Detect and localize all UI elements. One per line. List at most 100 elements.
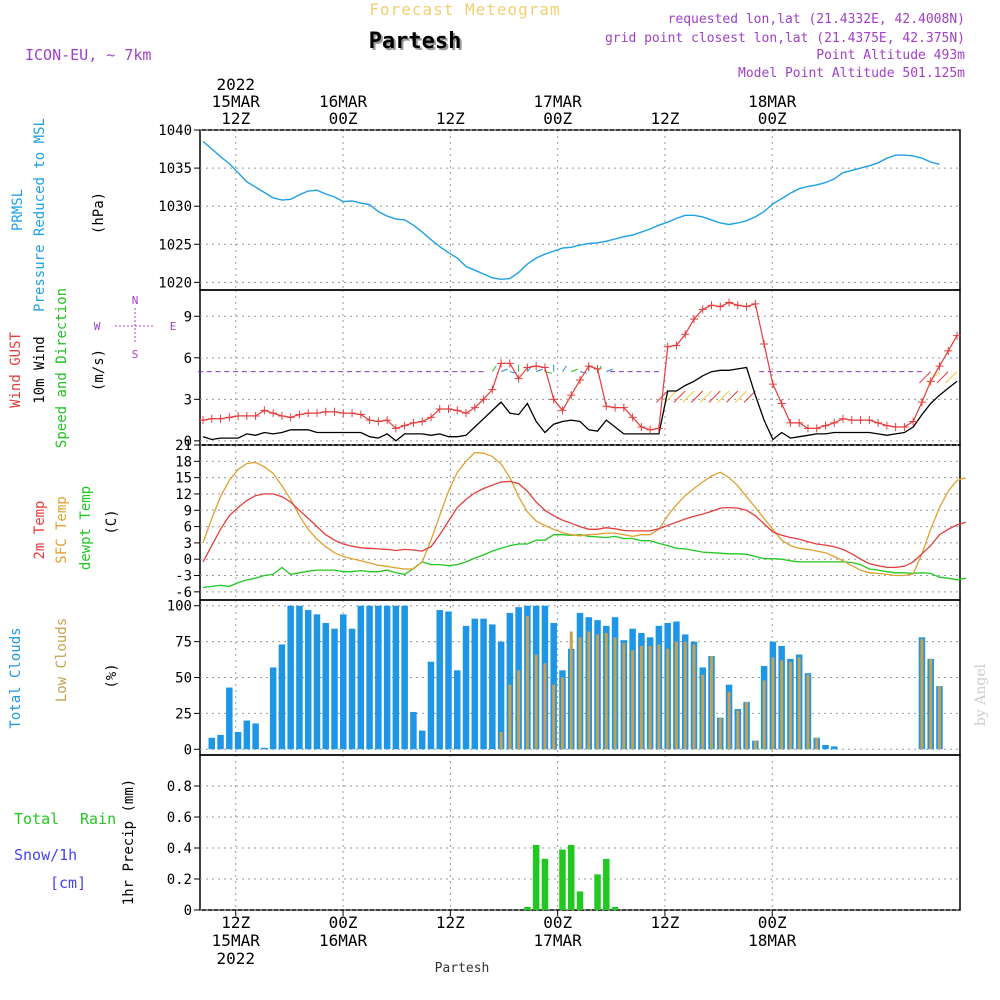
wind-gust-marker [216, 414, 225, 423]
wind-gust-marker [426, 413, 435, 422]
time-label: 15MAR [212, 92, 261, 111]
total-cloud-bar [436, 610, 443, 750]
wind-gust-line [202, 301, 958, 431]
wind-gust-marker [725, 298, 734, 307]
wind-gust-marker [839, 414, 848, 423]
panel-y-title: 1hr Precip (mm) [121, 779, 137, 905]
total-cloud-bar [208, 737, 216, 750]
wind-gust-marker [470, 403, 479, 412]
wind-gust-marker [251, 411, 260, 420]
total-cloud-bar [304, 610, 312, 750]
total-cloud-bar [226, 687, 233, 750]
low-cloud-bar [648, 645, 652, 750]
low-cloud-bar [560, 677, 564, 750]
model-altitude: Model Point Altitude 501.125m [738, 66, 965, 81]
point-altitude: Point Altitude 493m [816, 48, 965, 63]
low-cloud-bar [631, 650, 635, 750]
wind-panel: 0 3 6 9 Wind GUST 10m Wind Speed and Direction… [8, 288, 961, 450]
low-cloud-bar [674, 641, 678, 750]
compass-west: W [94, 320, 101, 333]
wind-gust-marker [523, 363, 532, 372]
time-label: 00Z [758, 913, 787, 932]
low-cloud-bar [604, 633, 608, 750]
rain-bar [524, 906, 531, 910]
wind-gust-marker [286, 413, 295, 422]
y-tick-label: 50 [175, 671, 192, 687]
wind-gust-marker [900, 423, 909, 432]
wind-gust-marker [847, 416, 856, 425]
wind-direction-barb [743, 390, 756, 403]
total-cloud-bar [357, 605, 365, 750]
time-label: 12Z [436, 109, 465, 128]
y-tick-label: 21 [175, 438, 192, 454]
low-cloud-bar [683, 641, 687, 750]
wind-gust-marker [742, 302, 751, 311]
y-tick-label: 6 [184, 351, 192, 367]
wind-direction-barb [664, 390, 677, 403]
wind-gust-marker [295, 410, 304, 419]
panel-label-total: Total [14, 810, 59, 828]
low-cloud-bar [587, 631, 591, 750]
wind-gust-marker [277, 411, 286, 420]
wind-gust-marker [549, 395, 558, 404]
time-label: 12Z [221, 109, 250, 128]
wind-direction-barb [606, 368, 614, 373]
wind-gust-marker [760, 339, 769, 348]
total-cloud-bar [278, 644, 286, 750]
wind-gust-marker [479, 395, 488, 404]
low-cloud-bar [736, 710, 740, 750]
pressure-panel: 1020 1025 1030 1035 1040 PRMSL Pressure Reduce… [10, 118, 961, 312]
total-cloud-bar [418, 730, 426, 750]
forecast-title: Forecast Meteogram [369, 0, 560, 19]
wind-gust-marker [602, 402, 611, 411]
wind-gust-marker [225, 413, 234, 422]
panel-label-low-clouds: Low Clouds [54, 618, 70, 702]
y-tick-label: 0 [184, 903, 192, 919]
watermark: by Angel [973, 663, 989, 726]
total-cloud-bar [234, 732, 242, 750]
total-cloud-bar [497, 641, 505, 750]
total-cloud-bar [261, 747, 268, 750]
y-tick-label: 0.2 [167, 872, 192, 888]
time-label: 16MAR [319, 92, 368, 111]
footer-location: Partesh [435, 961, 490, 976]
y-tick-label: 1035 [158, 161, 192, 177]
wind-direction-barb [691, 390, 704, 403]
wind-gust-marker [269, 409, 278, 418]
wind-gust-marker [698, 305, 707, 314]
panel-label-sfc-temp: SFC Temp [54, 496, 70, 563]
rain-bar [603, 858, 610, 910]
wind-gust-marker [628, 413, 637, 422]
wind-gust-marker [821, 421, 830, 430]
total-cloud-bar [445, 611, 452, 750]
y-tick-label: 3 [184, 536, 192, 552]
wind-gust-marker [874, 418, 883, 427]
wind-direction-barb [579, 371, 587, 374]
wind-gust-marker [689, 315, 698, 324]
wind-direction-barb [491, 365, 497, 372]
wind-gust-marker [488, 385, 497, 394]
clouds-panel: 0 25 50 75 100 Total Clouds Low Clouds (%) [8, 599, 961, 758]
wind-gust-marker [663, 342, 672, 351]
wind-gust-marker [646, 425, 655, 434]
y-tick-label: 9 [184, 309, 192, 325]
total-cloud-bar [410, 711, 417, 750]
total-cloud-bar [383, 605, 391, 750]
rain-bar [594, 874, 601, 910]
wind-gust-marker [795, 418, 804, 427]
low-cloud-bar [517, 670, 521, 750]
wind-gust-marker [418, 417, 427, 426]
panel-label-dewpt: dewpt Temp [78, 486, 94, 570]
low-cloud-bar [710, 655, 714, 750]
wind-gust-marker [505, 359, 514, 368]
total-cloud-bar [269, 667, 277, 750]
low-cloud-bar [806, 674, 810, 750]
wind-gust-marker [917, 398, 926, 407]
rain-bar [611, 906, 619, 910]
wind-gust-marker [497, 359, 506, 368]
y-tick-label: 1040 [158, 123, 192, 139]
